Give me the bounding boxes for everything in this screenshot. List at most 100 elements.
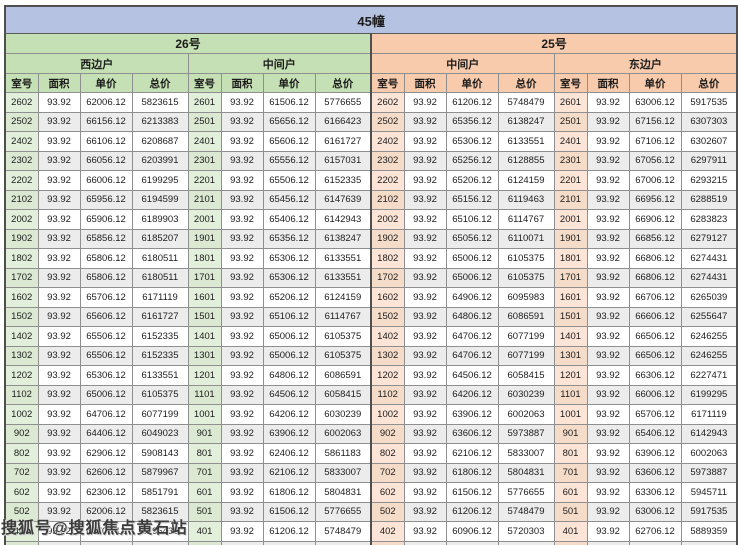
cell-total-price: 6114767 [497,209,555,230]
cell-area: 93.92 [586,521,630,542]
cell-area: 93.92 [403,248,447,269]
colhead-单价: 单价 [628,73,682,93]
cell-total-price: 5973887 [497,423,555,444]
cell-total-price: 5833007 [497,443,555,464]
cell-area: 93.92 [37,228,81,249]
cell-unit-price: 61806.12 [445,462,499,483]
cell-room: 702 [370,462,405,483]
table-row: 1802 93.92 65806.12 6180511 1801 93.92 65306.1… [4,248,738,269]
cell-total-price: 6105375 [497,267,555,288]
cell-room: 602 [4,482,39,503]
unit-header-25号-中间户: 中间户 [370,53,555,74]
colhead-室号: 室号 [553,73,588,93]
cell-total-price: 6138247 [314,228,372,249]
cell-unit-price: 64806.12 [445,306,499,327]
cell-total-price: 5776655 [497,482,555,503]
cell-total-price: 6152335 [131,326,189,347]
cell-total-price: 6119463 [497,189,555,210]
cell-total-price: 5795439 [131,521,189,542]
cell-total-price: 6297911 [680,150,738,171]
table-row: 1402 93.92 65506.12 6152335 1401 93.92 65006.1… [4,326,738,347]
cell-total-price: 6194599 [131,189,189,210]
building-header-25号: 25号 [369,33,738,54]
table-row: 2402 93.92 66106.12 6208687 2401 93.92 65606.1… [4,131,738,152]
cell-total-price: 6307303 [680,111,738,132]
cell-total-price: 6002063 [314,423,372,444]
cell-unit-price: 63906.12 [262,423,316,444]
cell-unit-price: 60906.12 [628,540,682,545]
cell-area: 93.92 [403,228,447,249]
cell-unit-price: 63906.12 [445,404,499,425]
cell-unit-price: 62306.12 [79,482,133,503]
cell-unit-price: 66006.12 [79,170,133,191]
cell-total-price: 6124159 [497,170,555,191]
cell-area: 93.92 [220,209,264,230]
cell-total-price: 6049023 [131,423,189,444]
cell-unit-price: 65406.12 [628,423,682,444]
cell-area: 93.92 [37,287,81,308]
cell-total-price: 6199295 [680,384,738,405]
cell-unit-price: 63006.12 [628,501,682,522]
cell-room: 2202 [4,170,39,191]
cell-area: 93.92 [403,111,447,132]
cell-unit-price: 61506.12 [262,92,316,113]
table-row: 1702 93.92 65806.12 6180511 1701 93.92 65306.1… [4,267,738,288]
cell-total-price: 6058415 [314,384,372,405]
cell-area: 93.92 [403,345,447,366]
cell-total-price: 6142943 [314,209,372,230]
cell-area: 93.92 [220,365,264,386]
cell-room: 2402 [4,131,39,152]
cell-unit-price: 66956.12 [628,189,682,210]
cell-area: 93.92 [220,482,264,503]
cell-unit-price: 66506.12 [628,345,682,366]
cell-total-price: 6227471 [680,365,738,386]
cell-area: 93.92 [37,170,81,191]
cell-area: 93.92 [586,287,630,308]
colhead-单价: 单价 [445,73,499,93]
cell-unit-price: 66856.12 [628,228,682,249]
cell-unit-price: 63306.12 [628,482,682,503]
cell-area: 93.92 [37,209,81,230]
cell-unit-price: 65006.12 [262,326,316,347]
cell-area: 93.92 [403,365,447,386]
cell-total-price: 6293215 [680,170,738,191]
cell-area: 93.92 [220,326,264,347]
cell-total-price: 5720303 [497,521,555,542]
table-row: 702 93.92 62606.12 5879967 701 93.92 62106.12 5… [4,462,738,483]
cell-room: 1201 [553,365,588,386]
cell-unit-price: 65906.12 [79,209,133,230]
cell-room: 601 [553,482,588,503]
cell-area: 93.92 [403,209,447,230]
table-row: 402 93.92 61706.12 5795439 401 93.92 61206.12 5… [4,521,738,542]
cell-unit-price: 66706.12 [628,287,682,308]
cell-room: 1601 [553,287,588,308]
cell-unit-price: 62906.12 [79,443,133,464]
cell-unit-price: 65006.12 [79,384,133,405]
cell-area: 93.92 [403,306,447,327]
cell-room: 1701 [187,267,222,288]
cell-area: 93.92 [220,306,264,327]
cell-total-price: 6133551 [131,365,189,386]
cell-area: 93.92 [220,521,264,542]
cell-unit-price: 65256.12 [445,150,499,171]
building-header-26号: 26号 [4,33,372,54]
cell-unit-price: 66806.12 [628,267,682,288]
cell-total-price: 6128855 [497,150,555,171]
cell-room: 1901 [187,228,222,249]
cell-room: 1002 [370,404,405,425]
cell-total-price: 5776655 [314,92,372,113]
cell-total-price: 5861183 [314,443,372,464]
table-row: 2302 93.92 66056.12 6203991 2301 93.92 65556.1… [4,150,738,171]
colhead-总价: 总价 [497,73,555,93]
cell-unit-price: 65306.12 [262,248,316,269]
unit-header-26号-西边户: 西边户 [4,53,189,74]
cell-area: 93.92 [37,92,81,113]
cell-total-price: 5626383 [497,540,555,545]
cell-unit-price: 61806.12 [262,482,316,503]
colhead-面积: 面积 [586,73,630,93]
cell-room: 2301 [553,150,588,171]
cell-area: 93.92 [403,131,447,152]
cell-room: 2601 [187,92,222,113]
cell-total-price: 6002063 [680,443,738,464]
cell-area: 93.92 [403,482,447,503]
